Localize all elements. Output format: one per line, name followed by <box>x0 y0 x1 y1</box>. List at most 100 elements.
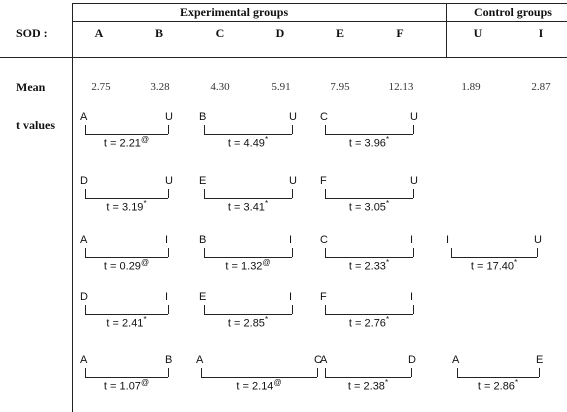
t-value: t = 2.85* <box>226 315 270 330</box>
comparison-left-group: A <box>196 354 204 366</box>
bracket-baseline <box>204 198 292 199</box>
comparison-right-group: U <box>289 175 297 187</box>
column-header-a: A <box>94 26 104 40</box>
bracket-right-tick <box>292 248 293 257</box>
bracket-left-tick <box>325 368 326 377</box>
bracket-right-tick <box>292 305 293 314</box>
bracket-baseline <box>325 134 413 135</box>
comparison-left-group: A <box>80 111 88 123</box>
control-groups-heading: Control groups <box>474 5 552 19</box>
bracket-baseline <box>325 377 411 378</box>
comparison-left-group: C <box>320 234 328 246</box>
t-value: t = 3.41* <box>226 199 270 214</box>
comparison-right-group: U <box>289 111 297 123</box>
bracket-left-tick <box>204 125 205 134</box>
comparison-right-group: U <box>165 111 173 123</box>
comparison-right-group: U <box>534 234 542 246</box>
comparison-left-group: B <box>199 111 207 123</box>
t-value: t = 2.21@ <box>102 135 151 150</box>
bracket-right-tick <box>413 248 414 257</box>
comparison-left-group: A <box>452 354 460 366</box>
bracket-right-tick <box>413 305 414 314</box>
comparison-left-group: I <box>446 234 450 246</box>
bracket-baseline <box>325 257 413 258</box>
bracket-baseline <box>85 134 168 135</box>
mean-label: Mean <box>16 80 46 94</box>
t-value: t = 17.40* <box>469 258 519 273</box>
column-header-f: F <box>396 26 404 40</box>
bracket-baseline <box>204 314 292 315</box>
comparison-left-group: D <box>80 291 88 303</box>
top-rule <box>72 3 567 4</box>
t-value: t = 3.19* <box>105 199 148 214</box>
bracket-left-tick <box>85 248 86 257</box>
bracket-left-tick <box>201 368 202 377</box>
comparison-right-group: E <box>536 354 544 366</box>
bracket-left-tick <box>325 125 326 134</box>
comparison-right-group: I <box>410 291 414 303</box>
bracket-left-tick <box>457 368 458 377</box>
bracket-baseline <box>85 257 168 258</box>
bracket-left-tick <box>325 305 326 314</box>
column-header-d: D <box>275 26 285 40</box>
bracket-right-tick <box>168 248 169 257</box>
t-value: t = 2.86* <box>476 378 520 393</box>
comparison-right-group: I <box>165 291 169 303</box>
t-value: t = 3.05* <box>347 199 391 214</box>
comparison-left-group: B <box>199 234 207 246</box>
bracket-right-tick <box>168 189 169 198</box>
mean-value-c: 4.30 <box>210 81 230 93</box>
mean-value-a: 2.75 <box>91 81 111 93</box>
comparison-left-group: F <box>320 175 327 187</box>
comparison-left-group: F <box>320 291 327 303</box>
comparison-right-group: C <box>314 354 322 366</box>
bracket-baseline <box>85 377 168 378</box>
comparison-right-group: U <box>165 175 173 187</box>
t-value: t = 2.76* <box>347 315 391 330</box>
comparison-right-group: D <box>408 354 416 366</box>
bracket-baseline <box>204 257 292 258</box>
bracket-right-tick <box>168 368 169 377</box>
bracket-right-tick <box>317 368 318 377</box>
bracket-baseline <box>457 377 539 378</box>
bracket-right-tick <box>292 125 293 134</box>
experimental-groups-heading: Experimental groups <box>180 5 289 19</box>
bracket-left-tick <box>204 248 205 257</box>
mean-value-u: 1.89 <box>461 81 481 93</box>
bracket-left-tick <box>85 189 86 198</box>
bracket-baseline <box>85 198 168 199</box>
bracket-right-tick <box>413 125 414 134</box>
t-values-label: t values <box>16 118 55 132</box>
t-value: t = 1.07@ <box>102 378 151 393</box>
bracket-right-tick <box>168 305 169 314</box>
bracket-left-tick <box>204 189 205 198</box>
bracket-baseline <box>451 257 537 258</box>
bracket-baseline <box>204 134 292 135</box>
t-value: t = 2.33* <box>347 258 391 273</box>
bracket-right-tick <box>539 368 540 377</box>
t-value: t = 0.29@ <box>102 258 151 273</box>
comparison-left-group: D <box>80 175 88 187</box>
bracket-baseline <box>325 314 413 315</box>
t-value: t = 2.41* <box>105 315 148 330</box>
t-value: t = 2.14@ <box>235 378 283 393</box>
t-value: t = 3.96* <box>347 135 391 150</box>
comparison-left-group: A <box>80 234 88 246</box>
comparison-right-group: I <box>289 291 293 303</box>
bracket-right-tick <box>168 125 169 134</box>
